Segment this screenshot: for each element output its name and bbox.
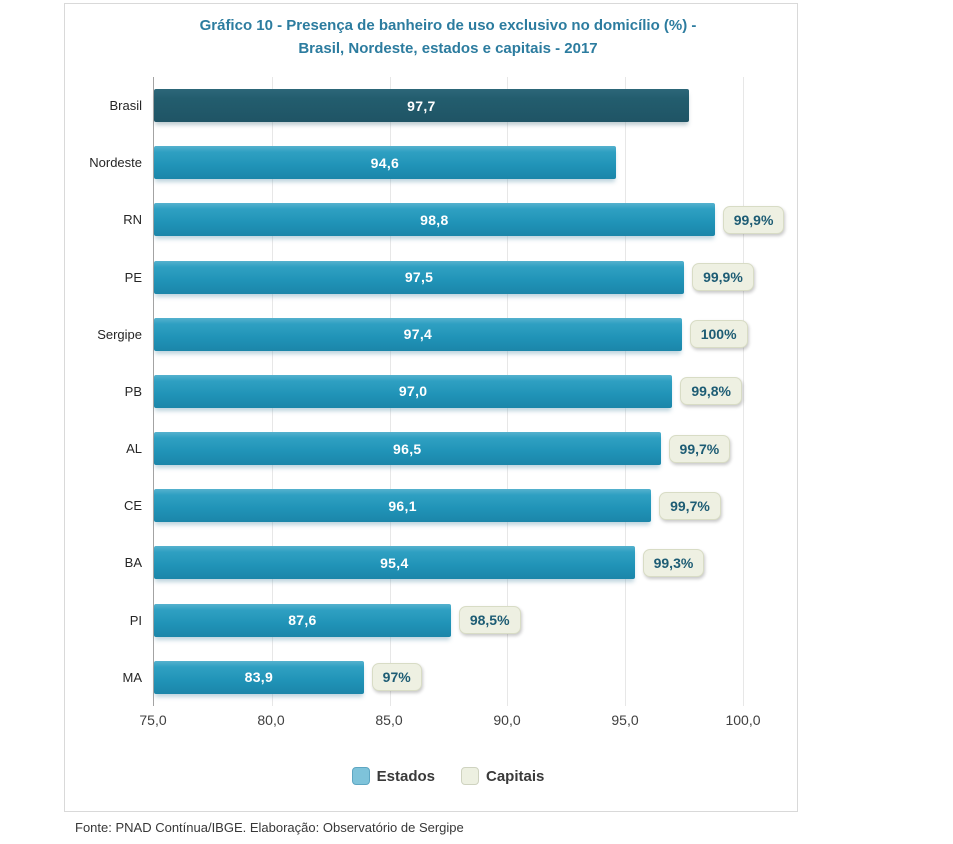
capital-value-badge: 98,5% [458,606,521,635]
bar-row: BA 95,4 99,3% [125,534,743,591]
category-label: CE [123,498,142,514]
bar-row: PE 97,5 99,9% [125,249,754,306]
capital-value-badge: 99,8% [680,377,743,406]
capital-value-badge: 99,9% [692,263,754,292]
x-tick-label: 90,0 [493,712,521,728]
estados-bar: 97,5 [154,260,685,294]
x-tick-label: 80,0 [257,712,285,728]
capital-value-badge: 99,3% [642,548,705,577]
bar-row: Sergipe 97,4 100% [97,306,748,363]
category-label: BA [124,555,142,571]
chart-title: Gráfico 10 - Presença de banheiro de uso… [105,14,791,61]
chart-title-line-1: Gráfico 10 - Presença de banheiro de uso… [199,17,697,34]
bar-value-label: 96,5 [393,440,422,457]
legend: Estados Capitais [105,767,791,785]
estados-bar: 83,9 [154,660,364,694]
capital-value-badge: 99,7% [668,434,731,463]
bar-row: RN 98,8 99,9% [123,191,785,248]
x-tick-label: 95,0 [611,712,639,728]
x-tick-label: 75,0 [139,712,167,728]
gridline [743,77,744,706]
legend-label-capitais: Capitais [486,767,545,785]
estados-bar: 96,1 [154,489,652,523]
chart-title-line-2: Brasil, Nordeste, estados e capitais - 2… [298,40,598,58]
estados-bar: 95,4 [154,546,635,580]
estados-bar: 98,8 [154,203,715,237]
category-label: Nordeste [89,155,142,171]
estados-bar: 97,0 [154,374,673,408]
x-tick-label: 100,0 [725,712,761,728]
bar-value-label: 97,4 [403,326,433,343]
bar-row: CE 96,1 99,7% [124,477,743,534]
capital-value-badge: 100% [689,320,748,349]
category-label: PE [124,269,142,285]
bar-row: PI 87,6 98,5% [130,592,743,649]
legend-swatch-estados-icon [351,767,370,785]
legend-swatch-capitais-icon [461,767,479,785]
x-axis: 75,0 80,0 85,0 90,0 95,0 100,0 [139,712,760,732]
x-tick-label: 85,0 [375,712,403,728]
bar-value-label: 97,0 [398,383,428,400]
bar-value-label: 97,5 [404,269,434,286]
category-label: PB [124,383,142,399]
capital-value-badge: 99,9% [722,205,785,234]
bar-row: AL 96,5 99,7% [126,420,743,477]
legend-item-capitais: Capitais [461,767,544,785]
bar-value-label: 83,9 [244,669,274,686]
estados-bar: 94,6 [154,146,616,180]
bar-value-label: 97,7 [407,97,436,114]
category-label: Brasil [109,98,142,114]
bar-row: PB 97,0 99,8% [125,363,743,420]
bar-row: Brasil 97,7 [109,77,743,134]
bar-row: Nordeste 94,6 [89,134,743,191]
estados-bar: 87,6 [154,603,451,637]
bar-value-label: 87,6 [288,612,317,629]
category-label: PI [129,612,142,628]
estados-bar: 96,5 [154,432,661,466]
legend-item-estados: Estados [351,767,435,785]
bar-row: MA 83,9 97% [123,649,743,706]
estados-bar: 97,4 [154,317,682,351]
category-label: RN [123,212,142,228]
chart-frame: Gráfico 10 - Presença de banheiro de uso… [64,3,798,812]
plot-area: Brasil 97,7 Nordeste 94,6 RN 98,8 99,9% PE 97,5 9… [89,77,785,706]
estados-bar: 97,7 [154,89,689,123]
legend-label-estados: Estados [376,767,435,785]
category-label: MA [122,669,143,685]
capital-value-badge: 97% [371,663,422,692]
bar-value-label: 94,6 [370,154,400,171]
bar-value-label: 95,4 [380,554,409,571]
source-note: Fonte: PNAD Contínua/IBGE. Elaboração: O… [75,820,464,835]
bar-value-label: 96,1 [388,497,417,514]
category-label: Sergipe [97,326,142,342]
capital-value-badge: 99,7% [659,491,721,520]
bar-value-label: 98,8 [420,211,449,228]
category-label: AL [126,441,142,457]
